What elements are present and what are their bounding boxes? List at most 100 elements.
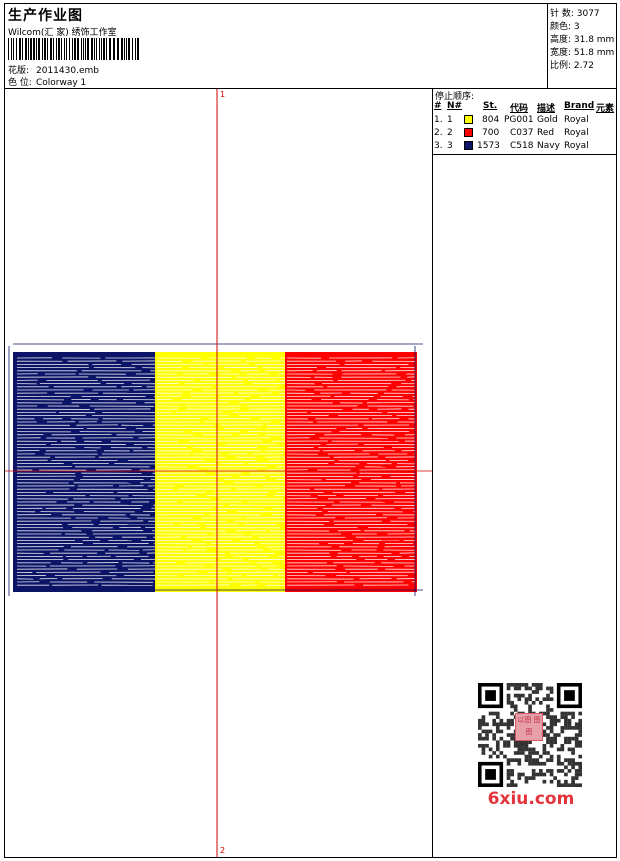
stitch-count: 针 数: 3077 — [550, 9, 600, 19]
barcode-bar — [128, 38, 130, 60]
row-num: 2. — [434, 128, 443, 138]
design-preview: 1 2 — [5, 89, 433, 857]
design-file-line: 花版: 2011430.emb — [8, 63, 99, 76]
watermark-text: 6xiu.com — [487, 789, 575, 809]
design-file-label: 花版: — [8, 66, 30, 76]
stop-row: 2. 2 700 C037 Red Royal — [433, 128, 616, 141]
barcode-bar — [103, 38, 105, 60]
barcode-bar — [47, 38, 48, 60]
navy-panel — [13, 352, 155, 592]
row-code: PG001 — [504, 115, 534, 125]
row-stitches: 1573 — [477, 141, 500, 151]
barcode-bar — [81, 38, 82, 60]
row-stitches: 700 — [482, 128, 500, 138]
barcode-bar — [91, 38, 93, 60]
row-brand: Royal — [564, 115, 589, 125]
barcode-bar — [132, 38, 133, 60]
col-desc: 描述 — [537, 104, 556, 114]
axis-bottom-label: 2 — [220, 846, 226, 855]
row-desc: Navy — [537, 141, 560, 151]
barcode-bar — [16, 38, 17, 60]
barcode-bar — [56, 38, 57, 60]
row-brand: Royal — [564, 141, 589, 151]
barcode-bar — [53, 38, 54, 60]
watermark-stamp-text: 以图 图图 — [517, 716, 541, 736]
barcode-bar — [22, 38, 23, 60]
barcode-bar — [96, 38, 97, 60]
col-brand: Brand — [564, 101, 595, 111]
barcode-bar — [13, 38, 14, 60]
production-sheet: 生产作业图 Wilcom(汇 家) 绣饰工作室 花版: 2011430.emb 色… — [4, 3, 617, 858]
colorway-line: 色 位: Colorway 1 — [8, 75, 86, 88]
barcode-bar — [28, 38, 29, 60]
color-swatch — [464, 115, 473, 124]
barcode-bar — [11, 38, 12, 60]
watermark-card: 以图 图图 6xiu.com — [471, 679, 589, 819]
watermark-stamp: 以图 图图 — [515, 713, 543, 741]
sheet-header: 生产作业图 Wilcom(汇 家) 绣饰工作室 花版: 2011430.emb 色… — [5, 4, 548, 89]
barcode-bar — [69, 38, 70, 60]
barcode-bar — [87, 38, 89, 60]
col-stitches: St. — [483, 101, 498, 111]
row-desc: Gold — [537, 115, 558, 125]
barcode-bar — [38, 38, 40, 60]
row-needle: 2 — [447, 128, 453, 138]
barcode-bar — [25, 38, 27, 60]
row-num: 1. — [434, 115, 443, 125]
barcode-bar — [121, 38, 123, 60]
barcode-bar — [30, 38, 32, 60]
company-name: Wilcom(汇 家) 绣饰工作室 — [8, 28, 117, 38]
stats-box: 针 数: 3077 颜色: 3 高度: 31.8 mm 宽度: 51.8 mm … — [548, 4, 616, 89]
row-num: 3. — [434, 141, 443, 151]
stop-row: 1. 1 804 PG001 Gold Royal — [433, 115, 616, 128]
barcode-bar — [85, 38, 86, 60]
barcode-bar — [126, 38, 127, 60]
color-count: 颜色: 3 — [550, 22, 580, 32]
design-height: 高度: 31.8 mm — [550, 35, 615, 45]
barcode-bar — [64, 38, 65, 60]
row-needle: 1 — [447, 115, 453, 125]
design-scale: 比例: 2.72 — [550, 61, 594, 71]
barcode-bar — [61, 38, 62, 60]
design-width: 宽度: 51.8 mm — [550, 48, 615, 58]
stop-sequence-panel: 停止顺序: # N# St. 代码 描述 Brand 元素 1. 1 804 P… — [433, 89, 616, 857]
barcode-bar — [19, 38, 21, 60]
barcode-bar — [77, 38, 79, 60]
red-panel — [285, 352, 417, 592]
embroidery-design — [5, 89, 432, 857]
barcode-bar — [74, 38, 76, 60]
barcode-bar — [101, 38, 102, 60]
col-element: 元素 — [596, 104, 615, 114]
axis-top-label: 1 — [220, 90, 226, 99]
yellow-panel — [155, 352, 285, 592]
barcode-bar — [72, 38, 73, 60]
row-desc: Red — [537, 128, 555, 138]
design-file-value: 2011430.emb — [36, 66, 99, 76]
barcode-bar — [109, 38, 111, 60]
row-code: C518 — [510, 141, 534, 151]
barcode-bar — [137, 38, 139, 60]
col-needle: N# — [447, 101, 463, 111]
barcode-bar — [36, 38, 37, 60]
barcode-bar — [8, 38, 9, 60]
stop-sequence-title: 停止顺序: — [435, 92, 475, 102]
barcode-bar — [106, 38, 107, 60]
panel-divider — [433, 154, 616, 155]
barcode-bar — [58, 38, 60, 60]
barcode-bar — [33, 38, 35, 60]
row-stitches: 804 — [482, 115, 500, 125]
barcode-bar — [83, 38, 84, 60]
barcode-bar — [113, 38, 115, 60]
barcode-bar — [117, 38, 119, 60]
barcode — [8, 38, 139, 60]
col-num: # — [434, 101, 442, 111]
row-needle: 3 — [447, 141, 453, 151]
col-code: 代码 — [510, 104, 529, 114]
color-swatch — [464, 141, 473, 150]
sheet-title: 生产作业图 — [8, 8, 83, 24]
barcode-bar — [135, 38, 136, 60]
color-swatch — [464, 128, 473, 137]
barcode-bar — [42, 38, 43, 60]
barcode-bar — [99, 38, 100, 60]
stop-row: 3. 3 1573 C518 Navy Royal — [433, 141, 616, 154]
